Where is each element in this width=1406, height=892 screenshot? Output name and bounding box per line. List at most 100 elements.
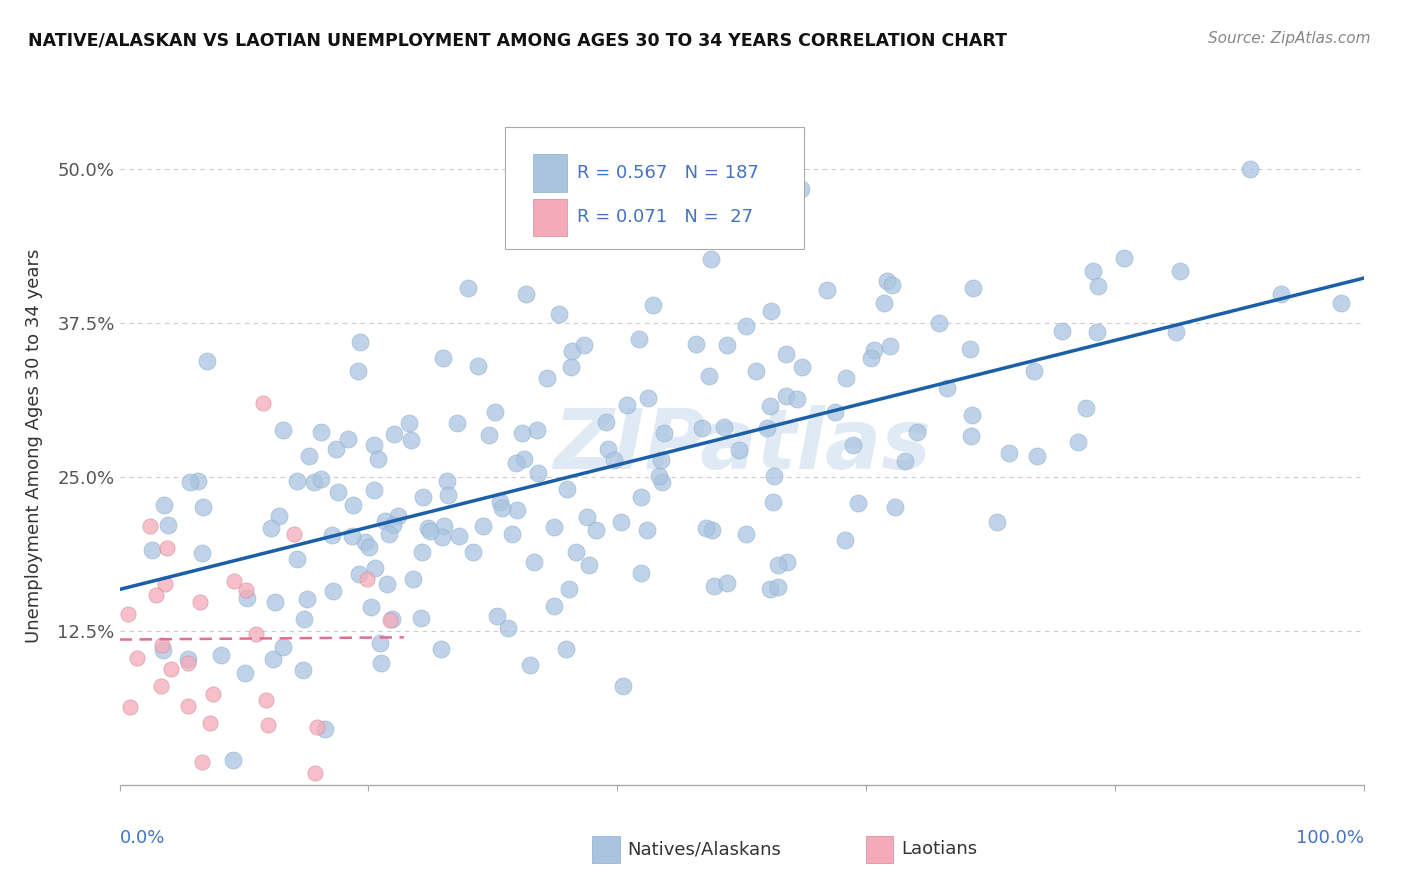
Point (152, 643, 174, 657)
Point (370, 656, 392, 670)
Point (616, 398, 638, 412)
Point (1164, 326, 1187, 340)
Point (578, 558, 600, 572)
Point (526, 467, 548, 481)
Point (152, 498, 174, 512)
Point (728, 443, 751, 458)
Point (651, 475, 673, 489)
Point (876, 274, 898, 288)
Point (962, 280, 984, 294)
Point (150, 679, 173, 693)
Point (262, 652, 284, 666)
Point (233, 666, 256, 681)
Point (685, 337, 707, 351)
Point (381, 612, 404, 626)
Point (505, 456, 527, 470)
Point (716, 338, 738, 352)
Point (835, 371, 858, 385)
Point (488, 495, 510, 509)
Point (735, 318, 758, 333)
Point (834, 533, 856, 548)
Point (368, 636, 391, 650)
Point (430, 642, 453, 657)
Text: 0.0%: 0.0% (120, 829, 165, 847)
Point (191, 755, 214, 769)
Point (402, 572, 425, 586)
Point (347, 566, 370, 581)
Y-axis label: Unemployment Among Ages 30 to 34 years: Unemployment Among Ages 30 to 34 years (25, 249, 44, 643)
FancyBboxPatch shape (505, 128, 804, 250)
Point (359, 540, 381, 554)
Point (254, 693, 277, 707)
Point (433, 518, 456, 533)
Point (195, 354, 218, 368)
Point (141, 543, 163, 558)
Point (846, 495, 869, 509)
Point (360, 599, 382, 614)
Point (139, 519, 162, 533)
Bar (533, 199, 568, 235)
Point (1050, 324, 1073, 338)
Point (295, 591, 318, 606)
Point (630, 491, 652, 505)
Point (271, 423, 294, 437)
Point (292, 663, 315, 677)
Point (382, 426, 405, 441)
Point (815, 283, 838, 297)
Point (245, 627, 267, 641)
Point (380, 613, 402, 627)
Point (1239, 161, 1261, 176)
Point (156, 541, 179, 555)
Point (756, 421, 779, 435)
Point (548, 307, 571, 321)
Point (697, 368, 720, 383)
Point (513, 451, 536, 466)
Point (191, 500, 214, 514)
Point (117, 607, 139, 621)
Point (467, 359, 489, 373)
Point (177, 652, 200, 666)
Point (177, 657, 200, 671)
Point (557, 482, 579, 496)
Point (519, 657, 541, 672)
Point (935, 381, 957, 395)
Point (959, 429, 981, 443)
Point (565, 545, 588, 559)
Point (364, 561, 387, 575)
Point (298, 450, 321, 464)
Point (536, 371, 558, 385)
Point (432, 351, 454, 365)
Point (637, 391, 659, 405)
Point (652, 425, 675, 440)
Point (543, 599, 565, 613)
Text: R = 0.071   N =  27: R = 0.071 N = 27 (578, 208, 754, 226)
Point (309, 472, 332, 486)
Point (366, 452, 388, 467)
Point (179, 475, 201, 489)
Point (776, 555, 799, 569)
Point (484, 405, 506, 419)
Point (349, 334, 371, 349)
Point (959, 342, 981, 356)
Point (374, 515, 396, 529)
Point (630, 566, 652, 581)
Point (824, 404, 846, 418)
Point (879, 339, 901, 353)
Point (766, 581, 789, 595)
Point (235, 591, 257, 606)
Point (762, 494, 785, 508)
Point (150, 638, 173, 652)
Point (260, 521, 283, 535)
Point (491, 501, 513, 516)
Point (713, 419, 735, 434)
Point (222, 753, 245, 767)
Point (271, 640, 294, 655)
Point (202, 687, 225, 701)
Point (526, 423, 548, 437)
Point (145, 589, 167, 603)
Point (700, 523, 723, 537)
Point (472, 518, 495, 533)
Point (1270, 287, 1292, 301)
Point (321, 528, 343, 542)
Point (703, 579, 725, 593)
